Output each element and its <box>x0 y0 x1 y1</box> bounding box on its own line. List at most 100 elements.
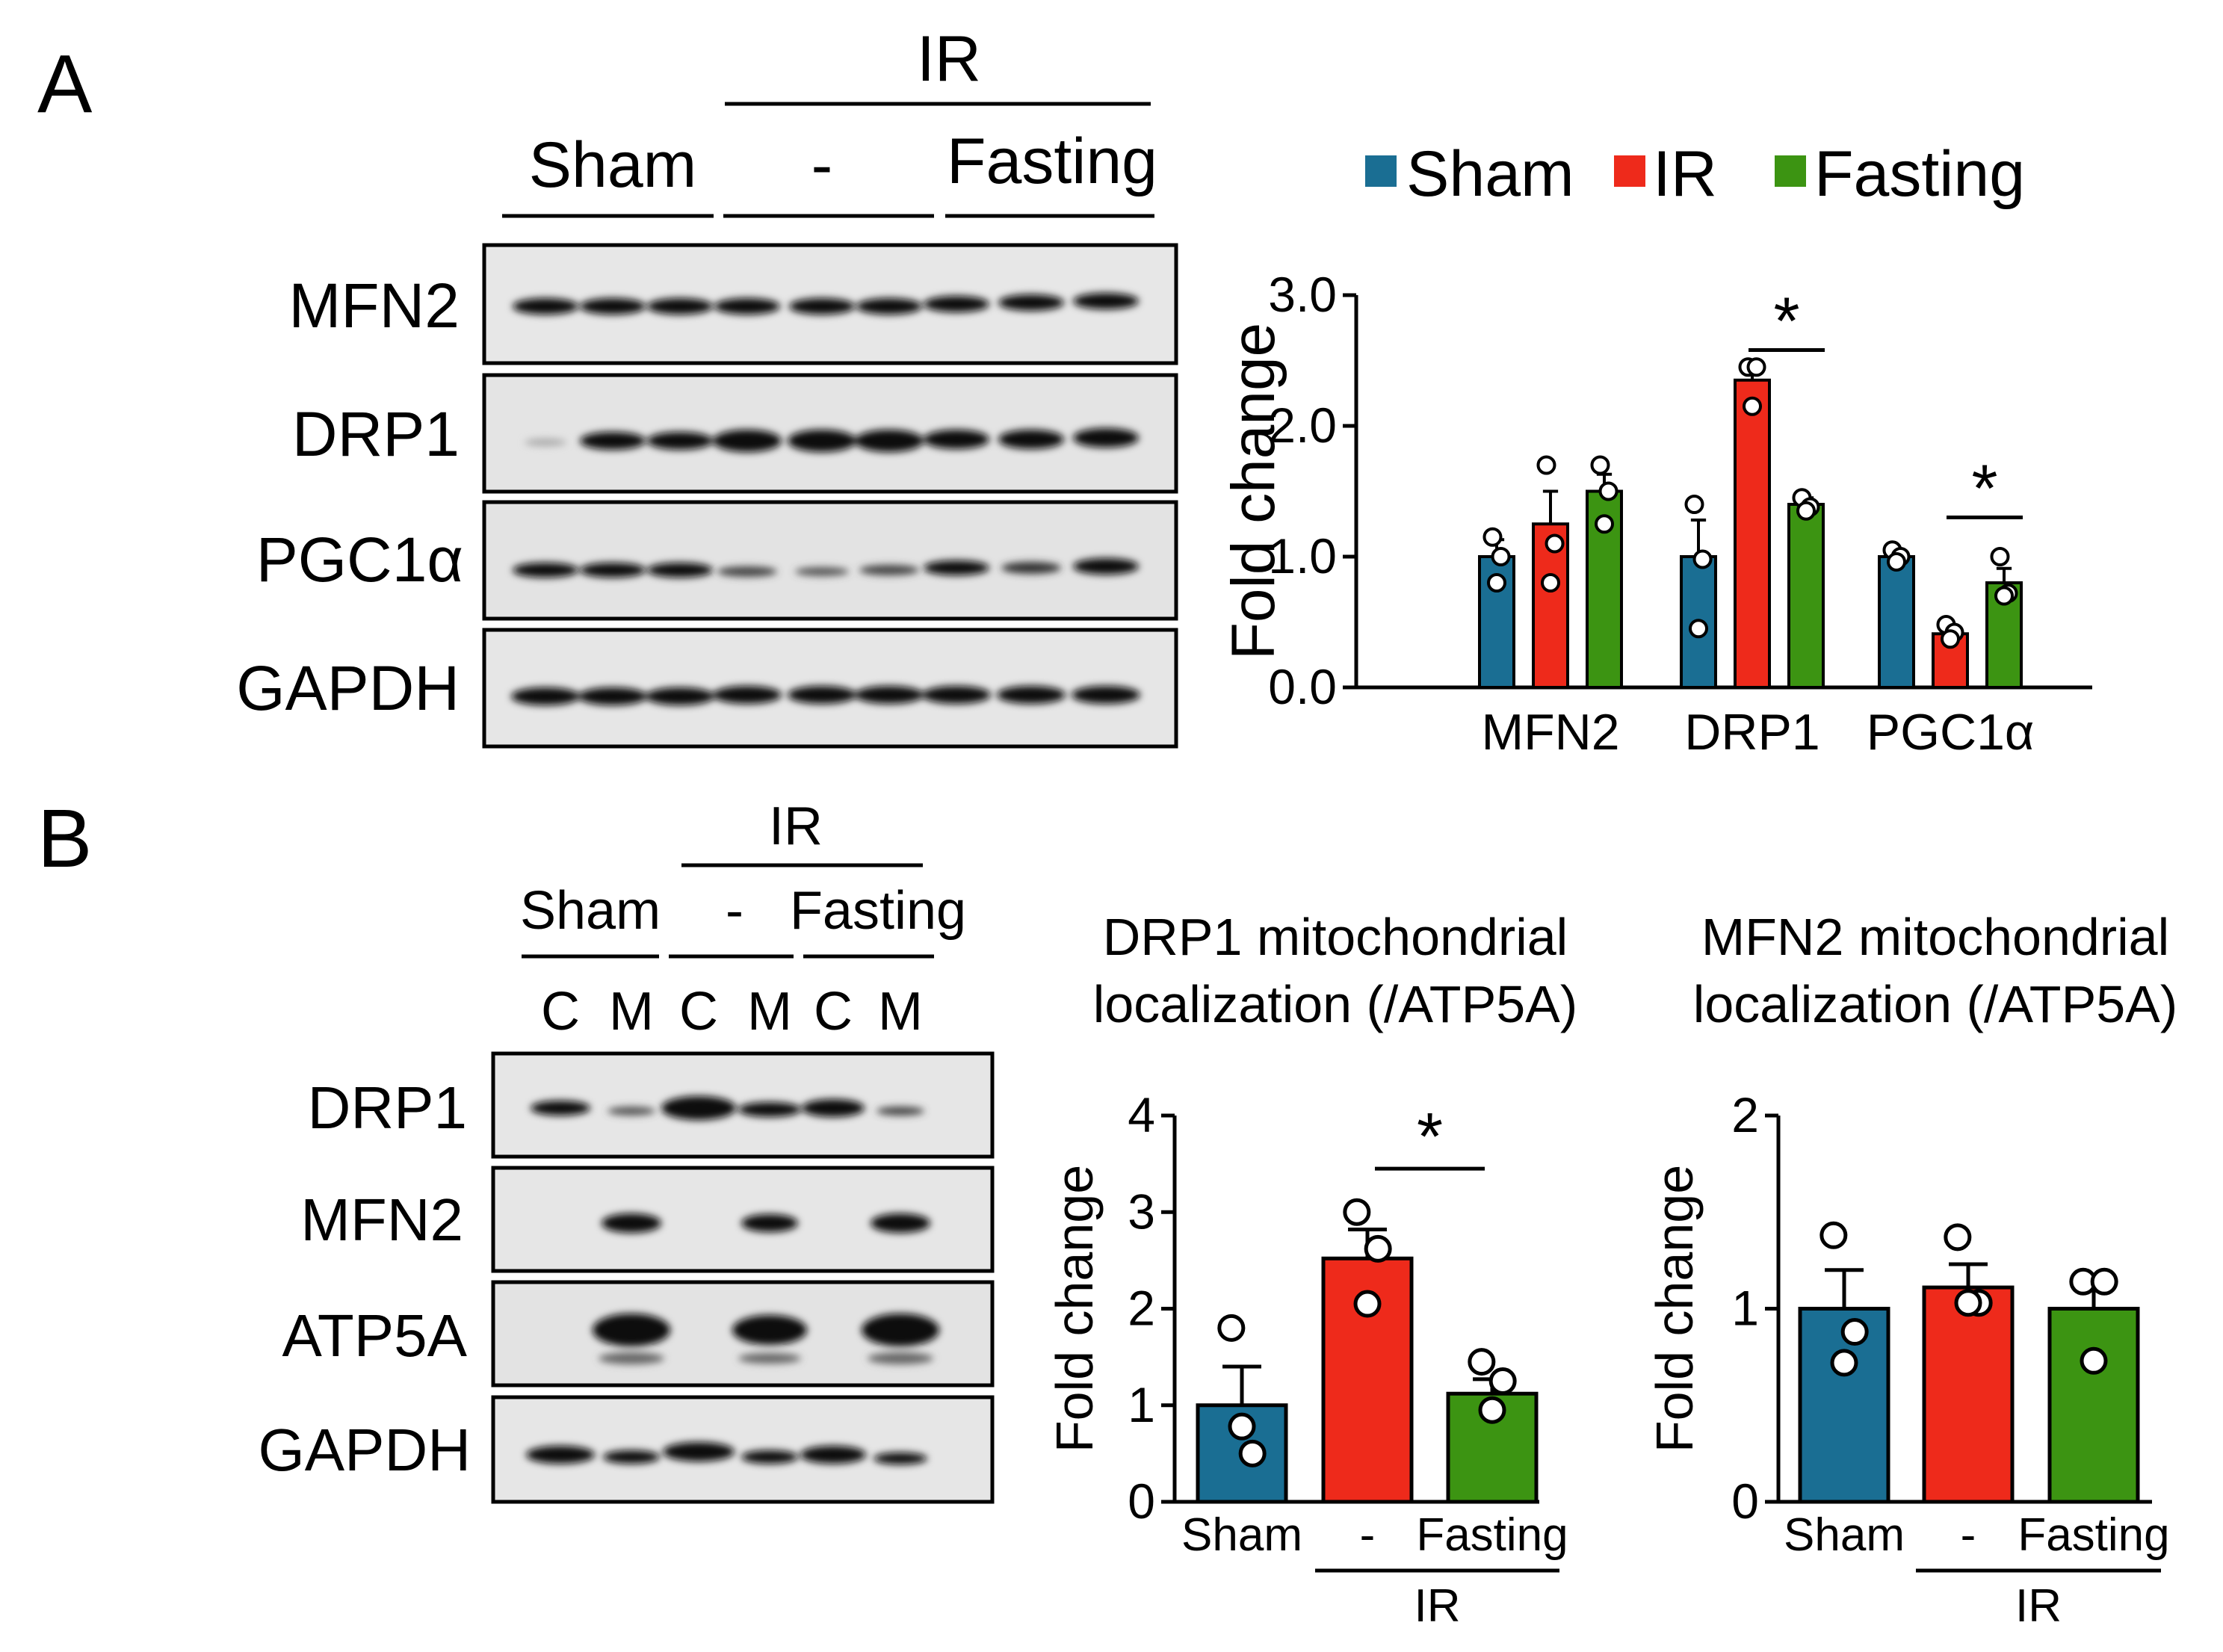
b-mfn2-sham-bar <box>1798 1307 1890 1504</box>
a-significance-star-0: * <box>1773 285 1799 359</box>
a-mfn2-ir-point-1 <box>1545 533 1565 554</box>
panel-b-fraction-m2: M <box>747 982 792 1042</box>
a-ytick-label-3: 3.0 <box>1268 267 1337 322</box>
a-drp1-fasting-point-2 <box>1796 501 1816 521</box>
panel-a-blot-pgc1a <box>482 500 1178 621</box>
panel-a-fasting-header: Fasting <box>947 126 1157 197</box>
b-drp1-sham-point-2 <box>1228 1412 1256 1441</box>
b-drp1-fasting-point-0 <box>1468 1348 1496 1376</box>
b-mfn2-category-label-0: Sham <box>1784 1509 1905 1561</box>
legend-label-sham: Sham <box>1406 138 1574 210</box>
b-drp1-category-label-1: - <box>1360 1509 1376 1561</box>
b-mfn2-ytick-label-2: 2 <box>1731 1087 1759 1142</box>
a-category-label-2: PGC1α <box>1867 704 2035 761</box>
panel-b-row-label-atp5a: ATP5A <box>282 1302 468 1369</box>
a-significance-star-1: * <box>1971 452 1997 527</box>
b-drp1-ir-group-label: IR <box>1415 1580 1461 1632</box>
legend-swatch-sham <box>1365 155 1397 187</box>
b-drp1-significance-star-0: * <box>1417 1100 1443 1175</box>
b-drp1-fasting-point-1 <box>1488 1367 1517 1395</box>
b-mfn2-ytick-label-0: 0 <box>1731 1473 1759 1529</box>
a-y-axis-label: Fold change <box>1219 323 1287 660</box>
panel-b-fasting-header: Fasting <box>790 881 966 941</box>
b-drp1-category-label-0: Sham <box>1181 1509 1302 1561</box>
panel-b-fraction-c3: C <box>814 982 853 1042</box>
panel-a-blot-mfn2 <box>482 243 1178 365</box>
b-mfn2-y-axis-label: Fold change <box>1645 1165 1704 1453</box>
a-drp1-fasting-bar <box>1787 503 1825 689</box>
panel-b-fraction-c2: C <box>679 982 718 1042</box>
b-drp1-y-axis-label: Fold change <box>1045 1165 1104 1453</box>
a-pgc1α-fasting-point-0 <box>1990 547 2010 566</box>
panel-b-fraction-c1: C <box>541 982 580 1042</box>
b-mfn2-fasting-point-2 <box>2080 1346 2108 1375</box>
a-mfn2-fasting-point-2 <box>1595 514 1614 534</box>
b-drp1-sham-point-0 <box>1217 1314 1246 1342</box>
panel-b-row-label-gapdh: GAPDH <box>259 1417 472 1483</box>
panel-a-blot-gapdh <box>482 628 1178 749</box>
b-drp1-sham-point-1 <box>1238 1439 1267 1467</box>
a-ytick-label-0: 0.0 <box>1268 659 1337 714</box>
b-drp1-ytick-label-2: 2 <box>1128 1281 1155 1336</box>
a-drp1-sham-point-2 <box>1689 619 1708 639</box>
b-drp1-ir-point-2 <box>1353 1290 1382 1318</box>
panel-b-drp1-title-line2: localization (/ATP5A) <box>1093 975 1577 1033</box>
panel-b-ir-header: IR <box>769 796 823 856</box>
panel-b-letter: B <box>37 793 92 885</box>
a-category-label-0: MFN2 <box>1481 704 1619 761</box>
b-drp1-category-label-2: Fasting <box>1416 1509 1568 1561</box>
a-drp1-ir-bar <box>1734 378 1771 689</box>
panel-b-drp1-chart: 0 1 2 3 4 Fold change Sham - Fasting IR * <box>1045 1087 1568 1632</box>
panel-a-ir-header: IR <box>917 23 981 95</box>
panel-b-row-label-mfn2: MFN2 <box>300 1187 463 1253</box>
panel-a-sham-header: Sham <box>529 129 697 201</box>
b-drp1-ir-point-0 <box>1343 1198 1371 1226</box>
panel-a-row-label-pgc1a: PGC1α <box>256 525 463 595</box>
a-drp1-ir-point-1 <box>1746 357 1766 377</box>
b-mfn2-ir-point-0 <box>1944 1223 1972 1252</box>
b-mfn2-sham-point-1 <box>1840 1318 1869 1346</box>
legend-swatch-ir <box>1614 155 1645 187</box>
panel-b-blot-atp5a <box>491 1280 995 1388</box>
a-pgc1α-sham-bar <box>1878 555 1915 689</box>
a-ytick-label-1: 1.0 <box>1268 528 1337 584</box>
b-mfn2-category-label-1: - <box>1961 1509 1976 1561</box>
b-drp1-ytick-label-1: 1 <box>1128 1377 1155 1432</box>
panel-a-row-label-mfn2: MFN2 <box>288 270 460 341</box>
panel-b-blot-drp1 <box>491 1051 995 1159</box>
a-pgc1α-fasting-point-2 <box>1994 586 2014 606</box>
b-mfn2-fasting-bar <box>2047 1307 2140 1504</box>
b-mfn2-ir-group-label: IR <box>2015 1580 2062 1632</box>
panel-b-mfn2-title-line1: MFN2 mitochondrial <box>1701 908 2169 966</box>
b-drp1-ytick-label-3: 3 <box>1128 1184 1155 1239</box>
a-mfn2-sham-point-2 <box>1487 573 1506 593</box>
b-drp1-ytick-label-4: 4 <box>1128 1087 1155 1142</box>
panel-a-ir-minus-header: - <box>811 129 833 201</box>
panel-b-ir-minus-header: - <box>726 881 743 941</box>
b-mfn2-fasting-point-1 <box>2090 1267 2118 1296</box>
a-mfn2-fasting-point-1 <box>1598 481 1618 501</box>
b-mfn2-sham-point-2 <box>1830 1349 1858 1377</box>
panel-a-letter: A <box>37 38 93 130</box>
panel-b-mfn2-chart: 0 1 2 Fold change Sham - Fasting IR <box>1645 1087 2170 1632</box>
a-mfn2-sham-point-1 <box>1491 547 1511 566</box>
a-mfn2-ir-point-0 <box>1536 455 1556 475</box>
panel-a-row-label-gapdh: GAPDH <box>236 653 460 723</box>
a-drp1-sham-point-1 <box>1692 549 1713 569</box>
a-mfn2-fasting-point-0 <box>1590 455 1610 475</box>
a-category-label-1: DRP1 <box>1684 704 1819 761</box>
b-drp1-ir-point-1 <box>1364 1234 1392 1263</box>
a-drp1-sham-point-0 <box>1684 495 1704 514</box>
panel-b-drp1-title-line1: DRP1 mitochondrial <box>1103 908 1568 966</box>
panel-b-blot-mfn2 <box>491 1166 995 1273</box>
panel-b-fraction-m3: M <box>878 982 923 1042</box>
b-mfn2-ytick-label-1: 1 <box>1731 1281 1759 1336</box>
panel-a-row-label-drp1: DRP1 <box>292 399 460 469</box>
panel-a-legend: Sham IR Fasting <box>1365 138 2025 210</box>
panel-b-fraction-m1: M <box>609 982 654 1042</box>
legend-label-ir: IR <box>1653 138 1717 210</box>
panel-b-mfn2-title-line2: localization (/ATP5A) <box>1693 975 2177 1033</box>
a-pgc1α-ir-point-2 <box>1941 629 1960 649</box>
